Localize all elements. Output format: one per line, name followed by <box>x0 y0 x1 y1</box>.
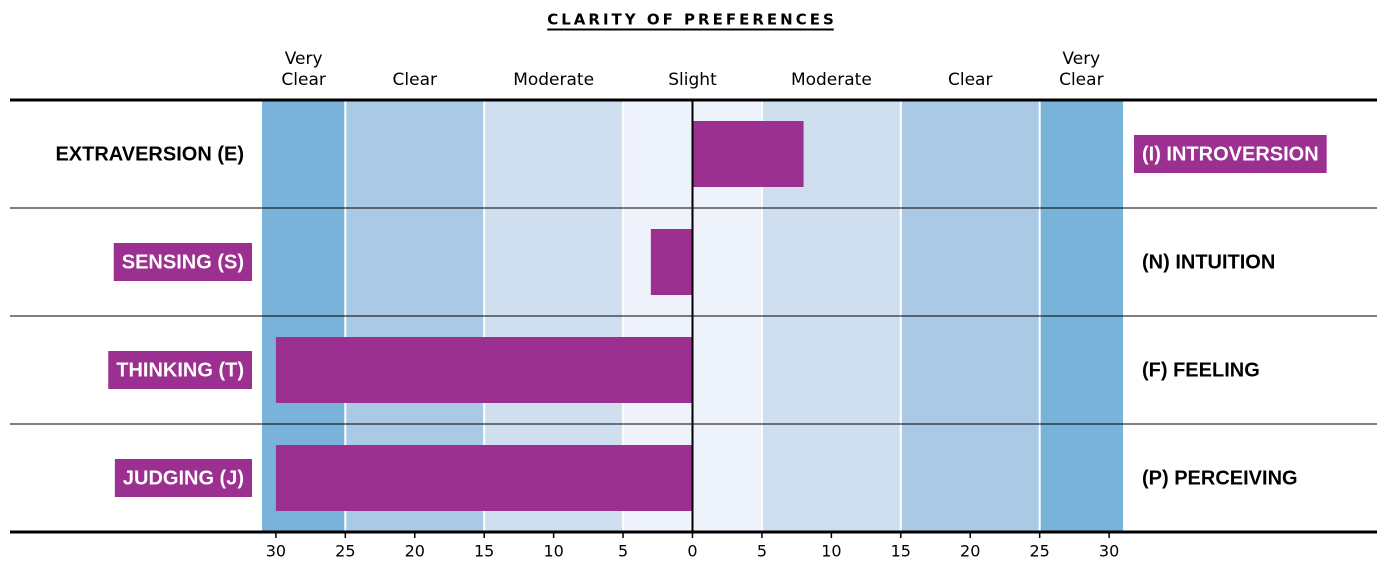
x-tick-label: 20 <box>960 542 980 561</box>
band-label: Very <box>285 49 323 69</box>
right-pole-label: (I) INTROVERSION <box>1142 143 1319 165</box>
band-label: Very <box>1062 49 1100 69</box>
bar <box>275 337 693 403</box>
x-tick-label: 0 <box>687 542 697 561</box>
band-label: Clear <box>948 70 992 90</box>
band-label: Slight <box>668 70 717 90</box>
x-tick-label: 25 <box>335 542 355 561</box>
highlight-box <box>108 351 252 389</box>
left-pole-label: SENSING (S) <box>122 251 244 273</box>
x-tick-label: 30 <box>1099 542 1119 561</box>
x-tick-label: 5 <box>618 542 628 561</box>
x-tick-label: 15 <box>891 542 911 561</box>
highlight-box <box>114 459 252 497</box>
bar <box>650 229 693 295</box>
band-label: Clear <box>1059 70 1103 90</box>
highlight-box <box>113 243 252 281</box>
x-tick-label: 5 <box>757 542 767 561</box>
band-label: Clear <box>281 70 325 90</box>
x-tick-label: 25 <box>1029 542 1049 561</box>
bar <box>692 121 804 187</box>
band-label: Clear <box>393 70 437 90</box>
chart-title: CLARITY OF PREFERENCES <box>547 11 837 29</box>
x-tick-label: 30 <box>266 542 286 561</box>
right-pole-label: (P) PERCEIVING <box>1142 467 1298 489</box>
left-pole-label: THINKING (T) <box>116 359 244 381</box>
right-pole-label: (N) INTUITION <box>1142 251 1275 273</box>
band-label: Moderate <box>513 70 594 90</box>
x-tick-label: 20 <box>405 542 425 561</box>
band-label: Moderate <box>791 70 872 90</box>
x-tick-label: 10 <box>543 542 563 561</box>
x-tick-label: 10 <box>821 542 841 561</box>
left-pole-label: JUDGING (J) <box>123 467 244 489</box>
x-tick-label: 15 <box>474 542 494 561</box>
bar <box>275 445 693 511</box>
left-pole-label: EXTRAVERSION (E) <box>55 143 244 165</box>
highlight-box <box>1134 135 1327 173</box>
right-pole-label: (F) FEELING <box>1142 359 1260 381</box>
